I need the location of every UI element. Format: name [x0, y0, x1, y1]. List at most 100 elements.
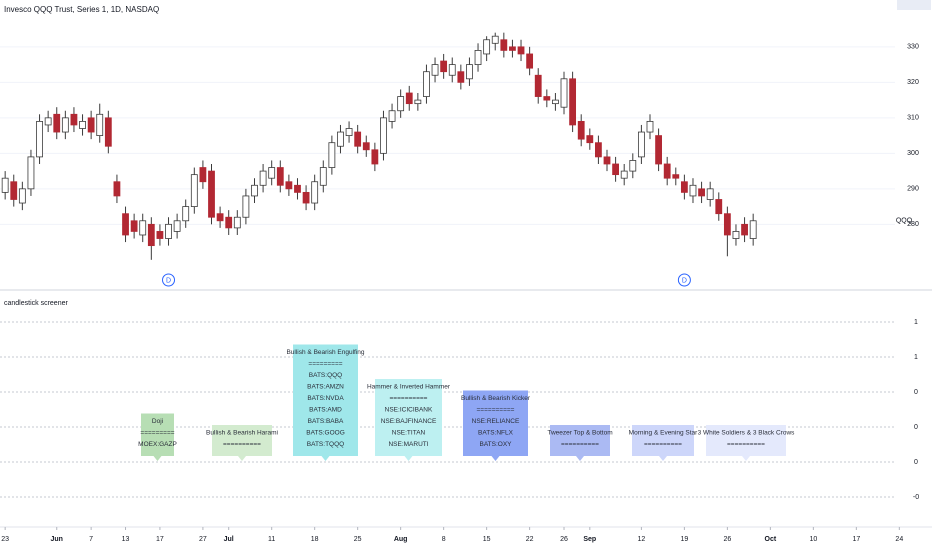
candle-body	[466, 64, 473, 80]
x-tick-label: 26	[560, 536, 568, 543]
candle-body	[44, 117, 52, 126]
label-line: =========	[140, 430, 174, 437]
x-tick-label: 17	[852, 536, 860, 543]
label-line: ==========	[477, 407, 515, 414]
candle-body	[70, 113, 78, 126]
candle-body	[672, 174, 680, 179]
x-tick-label: 13	[122, 536, 130, 543]
candle-body	[285, 181, 293, 190]
x-tick-label: 24	[895, 536, 903, 543]
candle-body	[689, 184, 697, 197]
candle-body	[680, 181, 688, 193]
label-box	[375, 379, 442, 461]
candle-body	[483, 39, 491, 55]
label-line: ==========	[223, 441, 261, 448]
candle-body	[216, 213, 224, 222]
label-line: Bullish & Bearish Kicker	[461, 395, 531, 402]
label-line: Tweezer Top & Bottom	[547, 430, 612, 437]
label-line: 3 White Soldiers & 3 Black Crows	[698, 430, 796, 437]
candle-body	[96, 113, 104, 136]
candle-body	[741, 223, 748, 236]
candle-body	[1, 177, 9, 193]
x-tick-label: 17	[156, 536, 164, 543]
candle-body	[431, 64, 439, 76]
label-line: ==========	[644, 441, 682, 448]
candle-body	[251, 184, 258, 197]
pane-title: candlestick screener	[4, 300, 68, 307]
candle-body	[595, 142, 602, 158]
x-tick-label: Oct	[765, 536, 777, 543]
candle-body	[646, 120, 654, 133]
candle-body	[732, 231, 740, 239]
label-line: BATS:GOOG	[306, 430, 345, 437]
candle-body	[337, 131, 344, 147]
label-line: ==========	[561, 441, 599, 448]
candle-body	[182, 206, 190, 222]
pane-axis-label: 0	[914, 459, 918, 466]
candle-body	[268, 167, 276, 179]
y-tick-label: 330	[907, 44, 919, 51]
x-tick-label: 25	[354, 536, 362, 543]
screener-label: Hammer & Inverted Hammer ========== NSE:IC…	[367, 379, 451, 461]
label-line: BATS:BABA	[308, 418, 344, 425]
annotation-marker	[162, 273, 176, 287]
x-tick-label: 27	[199, 536, 207, 543]
candle-body	[328, 142, 336, 168]
candle-body	[27, 156, 35, 190]
candle-body	[440, 60, 448, 73]
label-line: =========	[308, 361, 342, 368]
candle-body	[569, 78, 577, 126]
screener-label: Morning & Evening Star ==========	[629, 425, 698, 461]
candle-body	[380, 117, 387, 154]
screener-label: Bullish & Bearish Harami ==========	[206, 425, 278, 461]
pane-axis-label: 0	[914, 389, 918, 396]
candle-body	[663, 163, 671, 179]
price-tag-bg	[897, 0, 931, 10]
candle-body	[87, 117, 95, 133]
candle-body	[311, 181, 319, 204]
candle-body	[208, 170, 215, 218]
candle-body	[500, 39, 508, 51]
x-tick-label: Jun	[51, 536, 63, 543]
y-tick-label: 280	[907, 221, 919, 228]
candle-body	[577, 120, 585, 140]
candle-body	[448, 64, 456, 76]
candle-body	[405, 92, 413, 105]
candle-body	[749, 220, 757, 239]
candle-body	[18, 188, 26, 204]
y-tick-label: 310	[907, 115, 919, 122]
pane-axis-label: 1	[914, 319, 918, 326]
x-tick-label: 7	[89, 536, 93, 543]
candle-body	[113, 181, 121, 197]
candle-body	[61, 117, 69, 133]
candle-body	[629, 160, 637, 172]
candle-body	[423, 71, 430, 97]
label-line: BATS:NVDA	[307, 395, 344, 402]
label-line: BATS:QQQ	[309, 372, 342, 379]
label-line: BATS:AMZN	[307, 384, 344, 391]
candle-body	[706, 188, 714, 200]
candle-body	[543, 96, 551, 101]
candle-body	[130, 220, 138, 232]
label-box	[141, 413, 174, 461]
candle-body	[139, 220, 147, 236]
pane-axis-label: 1	[914, 354, 918, 361]
x-tick-label: 15	[483, 536, 491, 543]
symbol-tag: QQQ	[896, 218, 913, 225]
x-tick-label: Jul	[224, 536, 234, 543]
label-line: BATS:NFLX	[478, 430, 514, 437]
candle-body	[414, 99, 422, 105]
candle-body	[620, 170, 628, 179]
label-line: ==========	[390, 395, 428, 402]
x-tick-label: 19	[680, 536, 688, 543]
chart-title: Invesco QQQ Trust, Series 1, 1D, NASDAQ	[4, 5, 159, 14]
y-tick-label: 320	[907, 79, 919, 86]
candle-body	[345, 128, 353, 136]
candle-body	[122, 213, 129, 236]
x-tick-label: 23	[1, 536, 9, 543]
screener-label: Bullish & Bearish Engulfing ========= BATS…	[286, 344, 365, 461]
candle-body	[603, 156, 611, 165]
x-tick-label: 8	[442, 536, 446, 543]
